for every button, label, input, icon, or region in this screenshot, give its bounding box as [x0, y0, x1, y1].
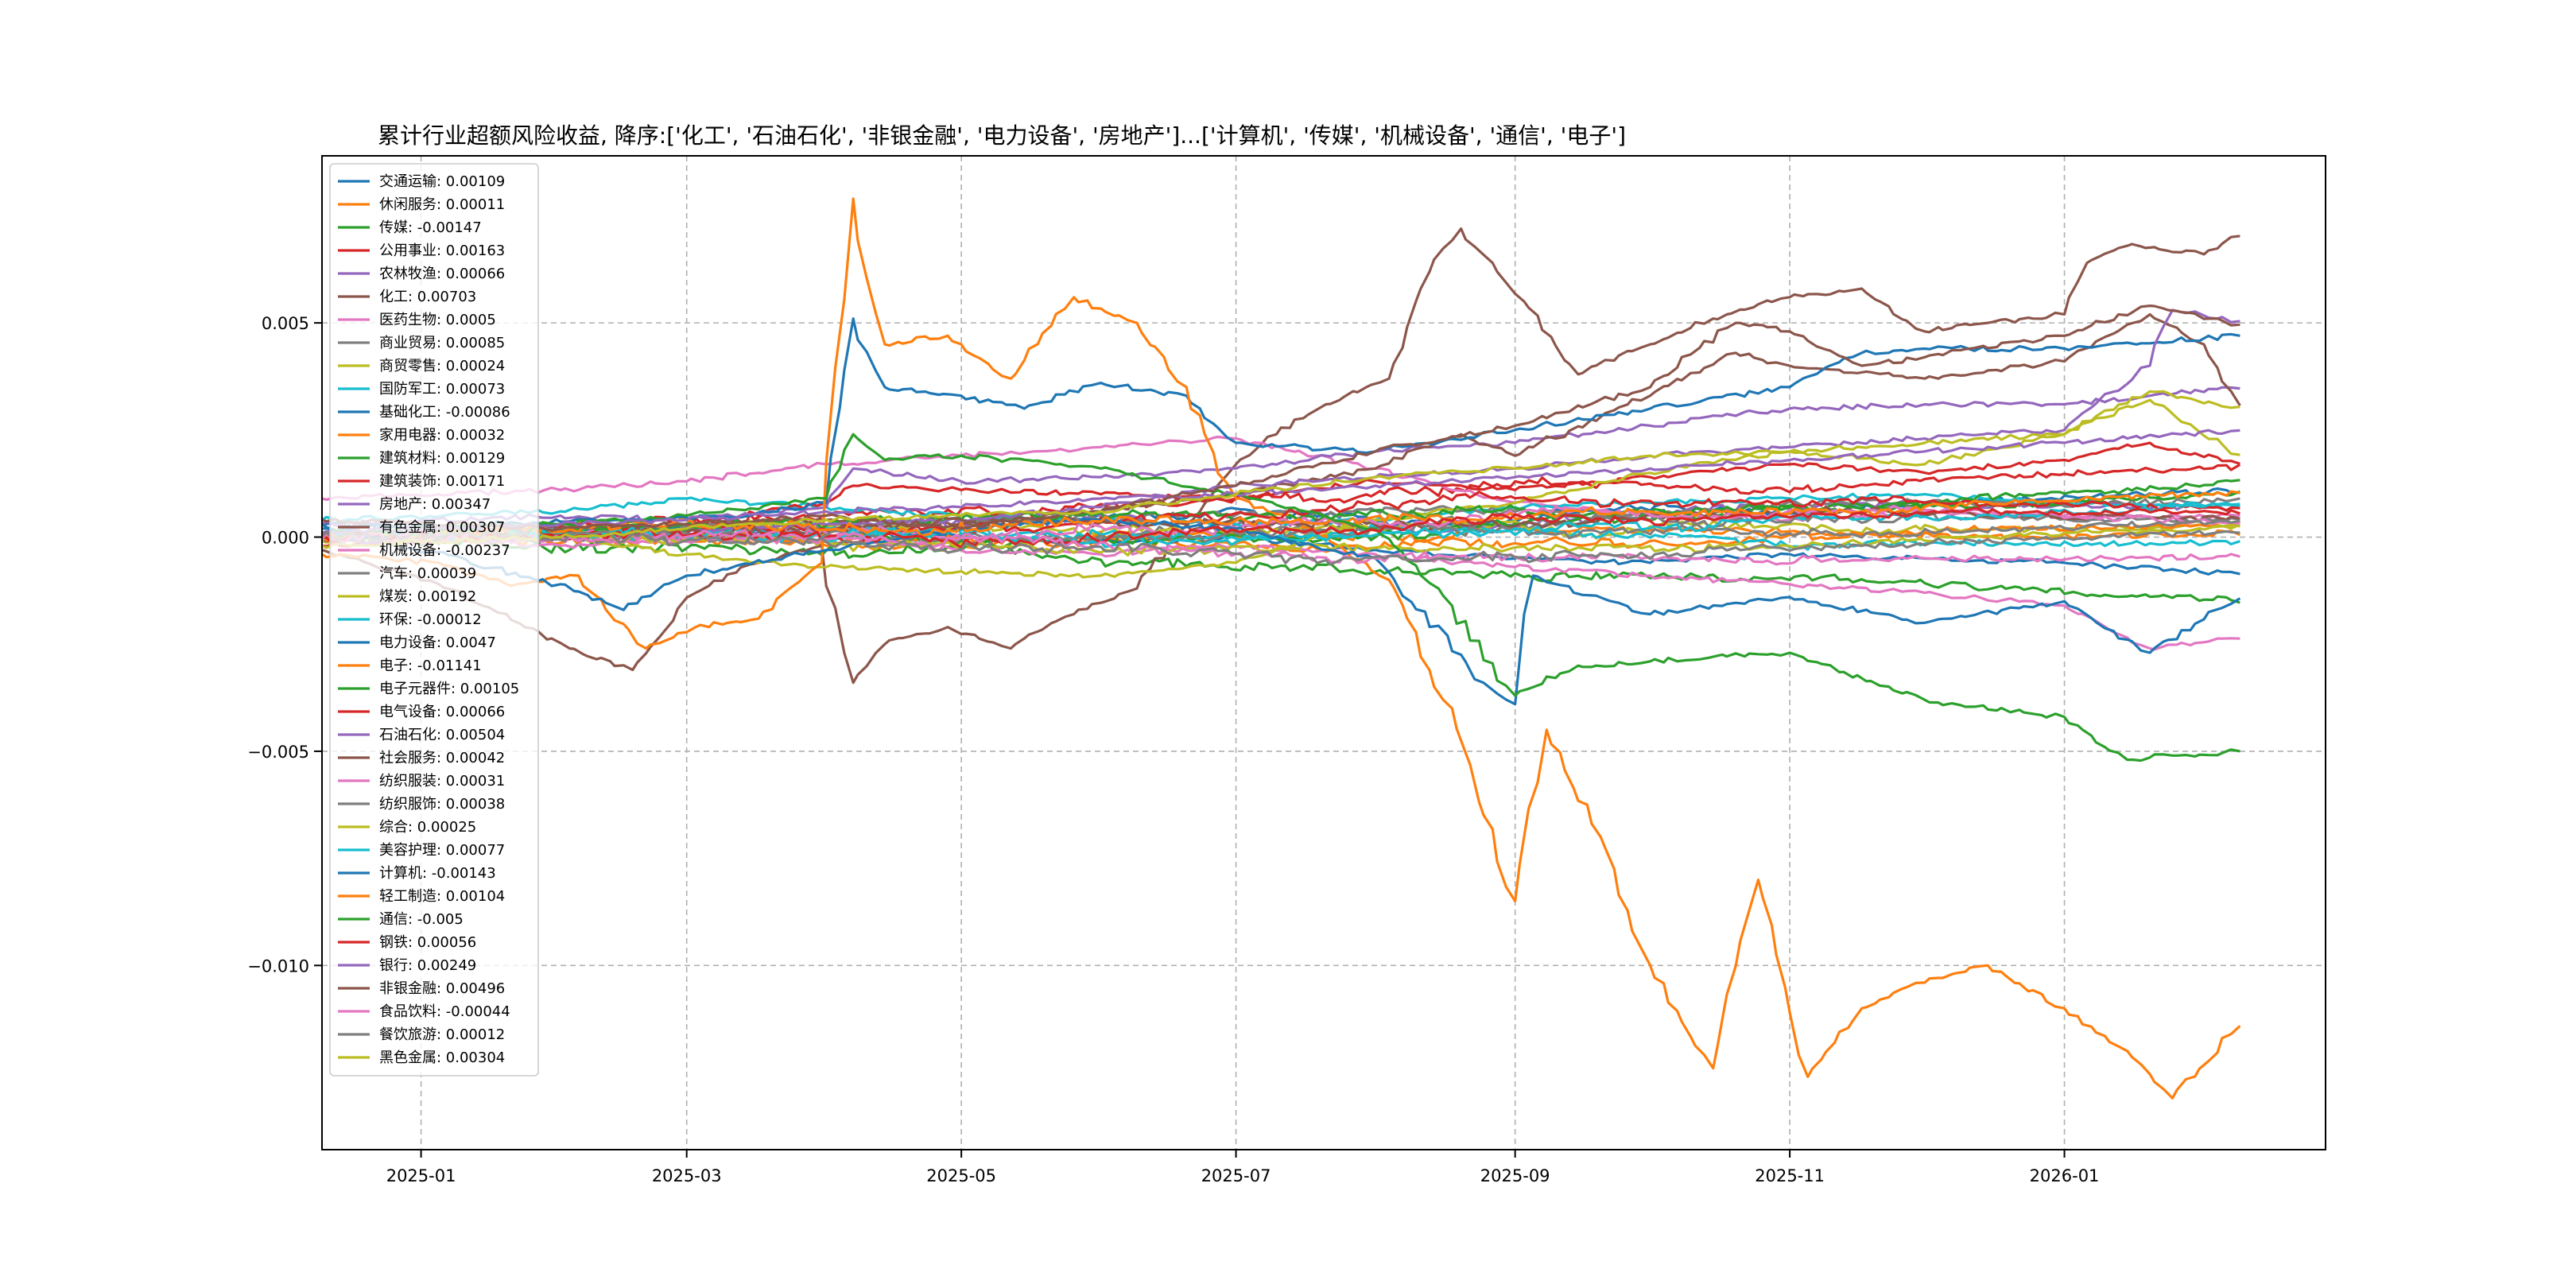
legend-entry: 轻工制造: 0.00104	[379, 888, 505, 905]
legend-entry: 综合: 0.00025	[379, 819, 476, 836]
legend-entry: 食品饮料: -0.00044	[379, 1003, 510, 1020]
plot-frame	[321, 155, 2326, 1150]
legend-entry: 煤炭: 0.00192	[379, 588, 476, 605]
legend-entry: 基础化工: -0.00086	[379, 404, 510, 421]
legend-entry: 建筑装饰: 0.00171	[379, 473, 505, 490]
legend-entry: 有色金属: 0.00307	[379, 519, 505, 536]
y-tick-label: −0.005	[247, 743, 309, 762]
legend-entry: 电子元器件: 0.00105	[379, 681, 519, 697]
x-tick-label: 2025-05	[926, 1166, 996, 1185]
x-tick-label: 2025-09	[1480, 1166, 1550, 1185]
legend-entry: 石油石化: 0.00504	[379, 727, 505, 743]
y-tick-label: 0.005	[262, 314, 309, 333]
x-tick-label: 2025-01	[386, 1166, 456, 1185]
legend-entry: 机械设备: -0.00237	[379, 542, 510, 559]
series-line	[321, 227, 2240, 685]
legend-entry: 医药生物: 0.0005	[379, 312, 496, 328]
legend-entry: 化工: 0.00703	[379, 289, 476, 305]
legend-entry: 公用事业: 0.00163	[379, 242, 505, 259]
series-line	[321, 390, 2240, 549]
legend-entry: 餐饮旅游: 0.00012	[379, 1026, 505, 1043]
legend-entry: 通信: -0.005	[379, 911, 464, 928]
legend-entry: 商业贸易: 0.00085	[379, 335, 505, 351]
legend-entry: 国防军工: 0.00073	[379, 381, 505, 398]
series-line	[320, 530, 2240, 566]
legend-entry: 电气设备: 0.00066	[379, 704, 505, 720]
legend-entry: 农林牧渔: 0.00066	[379, 266, 505, 282]
x-tick-label: 2025-11	[1755, 1166, 1825, 1185]
legend-entry: 家用电器: 0.00032	[379, 427, 505, 444]
legend-entry: 房地产: 0.00347	[379, 496, 491, 513]
series-line	[321, 516, 2241, 706]
legend-entry: 商贸零售: 0.00024	[379, 358, 505, 374]
legend: 交通运输: 0.00109 休闲服务: 0.00011 传媒: -0.00147 公用…	[329, 163, 539, 1077]
legend-entry: 环保: -0.00012	[379, 611, 482, 628]
y-tick-label: −0.010	[247, 956, 309, 976]
legend-entry: 非银金融: 0.00496	[379, 980, 505, 997]
legend-entry: 纺织服装: 0.00031	[379, 773, 505, 789]
legend-entry: 传媒: -0.00147	[379, 219, 482, 236]
x-tick-label: 2025-03	[652, 1166, 722, 1185]
legend-entry: 建筑材料: 0.00129	[379, 450, 505, 467]
legend-entry: 纺织服饰: 0.00038	[379, 796, 505, 813]
legend-entry: 计算机: -0.00143	[379, 865, 496, 882]
legend-entry: 银行: 0.00249	[379, 957, 476, 974]
plot-series	[320, 197, 2241, 1100]
y-axis: 0.005 0.000 −0.005 −0.010	[247, 314, 322, 976]
legend-entry: 社会服务: 0.00042	[379, 750, 505, 766]
legend-entry: 钢铁: 0.00056	[379, 934, 476, 951]
series-line	[321, 386, 2240, 527]
legend-box	[329, 163, 539, 1077]
legend-entry: 汽车: 0.00039	[379, 565, 476, 582]
x-axis: 2025-01 2025-03 2025-05 2025-07 2025-09 2025-…	[386, 1150, 2100, 1185]
legend-entry: 交通运输: 0.00109	[379, 173, 505, 190]
series-line	[320, 529, 2240, 566]
series-line	[320, 490, 2240, 542]
legend-entry: 电力设备: 0.0047	[379, 634, 496, 651]
y-tick-label: 0.000	[262, 529, 309, 548]
x-tick-label: 2026-01	[2030, 1166, 2100, 1185]
legend-entry: 休闲服务: 0.00011	[379, 196, 505, 213]
legend-entry: 美容护理: 0.00077	[379, 842, 505, 859]
legend-entry: 电子: -0.01141	[379, 658, 482, 674]
series-line	[321, 429, 2240, 535]
x-tick-label: 2025-07	[1201, 1166, 1271, 1185]
legend-entry: 黑色金属: 0.00304	[379, 1049, 505, 1066]
chart-title: 累计行业超额风险收益, 降序:['化工', '石油石化', '非银金融', '电…	[378, 122, 1626, 149]
series-line	[321, 305, 2240, 533]
